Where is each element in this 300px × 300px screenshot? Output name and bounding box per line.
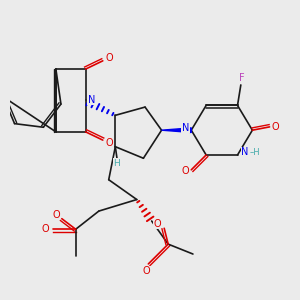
Text: N: N	[241, 147, 248, 157]
Text: –H: –H	[249, 148, 260, 157]
Text: O: O	[106, 53, 113, 63]
Text: O: O	[41, 224, 49, 234]
Text: O: O	[182, 167, 189, 176]
Text: O: O	[153, 219, 161, 229]
Text: N: N	[182, 122, 189, 133]
Text: H: H	[114, 159, 120, 168]
Polygon shape	[162, 128, 191, 133]
Text: O: O	[272, 122, 279, 132]
Text: N: N	[88, 95, 95, 105]
Text: O: O	[106, 138, 113, 148]
Text: O: O	[52, 210, 60, 220]
Text: F: F	[239, 73, 244, 83]
Text: O: O	[143, 266, 151, 276]
